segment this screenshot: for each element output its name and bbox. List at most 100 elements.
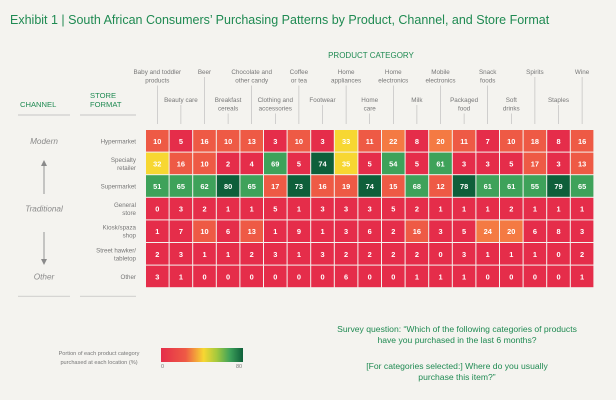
cell-r3-c14 [476, 197, 499, 220]
cell-label-r0-c15: 10 [507, 137, 515, 146]
cell-r4-c14 [476, 220, 499, 242]
cell-r1-c1 [169, 152, 193, 175]
cell-r1-c2 [193, 152, 216, 175]
cell-label-r2-c6: 73 [295, 182, 303, 191]
category-label-4-line-1: other candy [235, 78, 269, 85]
legend-label: Portion of each product category purchas… [40, 350, 158, 368]
cell-r0-c1 [169, 130, 193, 152]
cell-r6-c6 [287, 265, 311, 288]
cell-label-r2-c1: 65 [177, 182, 185, 191]
cell-label-r0-c16: 18 [531, 137, 539, 146]
cell-r5-c3 [216, 243, 240, 265]
cell-r2-c9 [358, 175, 381, 197]
cell-label-r5-c13: 3 [462, 250, 466, 259]
cell-label-r6-c6: 0 [297, 272, 301, 281]
cell-r6-c14 [476, 265, 499, 288]
cell-r1-c7 [311, 152, 334, 175]
cell-r1-c14 [476, 152, 499, 175]
legend-label-line-1: Portion of each product category [58, 351, 140, 357]
cell-r3-c0 [146, 197, 169, 220]
row-label-4-line-0: Kiosk/spaza [103, 225, 137, 232]
cell-label-r5-c1: 3 [179, 250, 183, 259]
cell-label-r0-c4: 13 [248, 137, 256, 146]
cell-r4-c11 [405, 220, 429, 242]
cell-r3-c3 [216, 197, 240, 220]
channel-label-other: Other [34, 272, 55, 281]
category-label-15-line-0: Soft [506, 97, 517, 104]
cell-label-r4-c14: 24 [484, 227, 493, 236]
cell-label-r1-c10: 54 [389, 159, 398, 168]
cell-r3-c12 [429, 197, 452, 220]
cell-label-r1-c15: 5 [509, 159, 513, 168]
cell-label-r5-c18: 2 [580, 250, 584, 259]
cell-r6-c12 [429, 265, 452, 288]
cell-r0-c0 [146, 130, 169, 152]
cell-r5-c14 [476, 243, 499, 265]
cell-label-r6-c5: 0 [273, 272, 277, 281]
cell-r6-c16 [523, 265, 547, 288]
cell-label-r6-c1: 1 [179, 272, 183, 281]
cell-r4-c18 [570, 220, 594, 242]
category-label-16-line-0: Spirits [526, 69, 544, 76]
cell-r0-c8 [334, 130, 358, 152]
cell-r2-c17 [547, 175, 570, 197]
cell-r1-c5 [264, 152, 287, 175]
cell-r1-c11 [405, 152, 429, 175]
cell-r4-c3 [216, 220, 240, 242]
cell-label-r6-c7: 0 [320, 272, 324, 281]
cell-label-r0-c10: 22 [389, 137, 397, 146]
cell-label-r3-c6: 1 [297, 205, 301, 214]
cell-label-r3-c10: 5 [391, 205, 395, 214]
cell-label-r1-c1: 16 [177, 159, 185, 168]
cell-label-r2-c5: 17 [271, 182, 279, 191]
cell-label-r4-c15: 20 [507, 227, 515, 236]
cell-r1-c8 [334, 152, 358, 175]
cell-r6-c7 [311, 265, 334, 288]
cell-r2-c7 [311, 175, 334, 197]
category-label-7-line-0: Footwear [309, 97, 335, 104]
category-label-9-line-0: Home [361, 97, 378, 104]
cell-r3-c11 [405, 197, 429, 220]
cell-label-r5-c3: 1 [226, 250, 230, 259]
cell-label-r2-c12: 12 [436, 182, 444, 191]
category-label-10-line-1: electronics [378, 78, 408, 85]
cell-r0-c15 [500, 130, 523, 152]
cell-r6-c9 [358, 265, 381, 288]
cell-label-r3-c9: 3 [368, 205, 372, 214]
cell-r5-c0 [146, 243, 169, 265]
cell-label-r6-c2: 0 [202, 272, 206, 281]
cell-r3-c4 [240, 197, 263, 220]
cell-label-r5-c11: 2 [415, 250, 419, 259]
cell-r1-c12 [429, 152, 452, 175]
category-label-6-line-1: or tea [291, 78, 308, 85]
cell-r0-c9 [358, 130, 381, 152]
cell-label-r4-c0: 1 [155, 227, 159, 236]
cell-label-r0-c18: 16 [578, 137, 586, 146]
cell-label-r4-c9: 6 [368, 227, 372, 236]
cell-label-r0-c5: 3 [273, 137, 277, 146]
cell-r3-c18 [570, 197, 594, 220]
survey-question-line-1: Survey question: “Which of the following… [337, 324, 577, 334]
cell-r2-c10 [382, 175, 405, 197]
category-label-13-line-1: food [458, 106, 471, 113]
cell-r4-c16 [523, 220, 547, 242]
cell-r3-c17 [547, 197, 570, 220]
cell-label-r5-c0: 2 [155, 250, 159, 259]
cell-r6-c11 [405, 265, 429, 288]
cell-r4-c2 [193, 220, 216, 242]
cell-r0-c13 [452, 130, 476, 152]
cell-label-r2-c4: 65 [248, 182, 256, 191]
cell-label-r4-c1: 7 [179, 227, 183, 236]
cell-label-r4-c4: 13 [248, 227, 256, 236]
category-label-14-line-1: foods [480, 78, 495, 85]
row-label-2-line-0: Supermarket [101, 184, 137, 191]
category-label-3-line-1: cereals [218, 106, 238, 113]
cell-label-r0-c6: 10 [295, 137, 303, 146]
cell-r1-c10 [382, 152, 405, 175]
cell-label-r4-c17: 8 [556, 227, 560, 236]
cell-r3-c2 [193, 197, 216, 220]
cell-label-r4-c8: 3 [344, 227, 348, 236]
cell-r0-c18 [570, 130, 594, 152]
cell-label-r1-c4: 4 [250, 159, 255, 168]
cell-r1-c3 [216, 152, 240, 175]
